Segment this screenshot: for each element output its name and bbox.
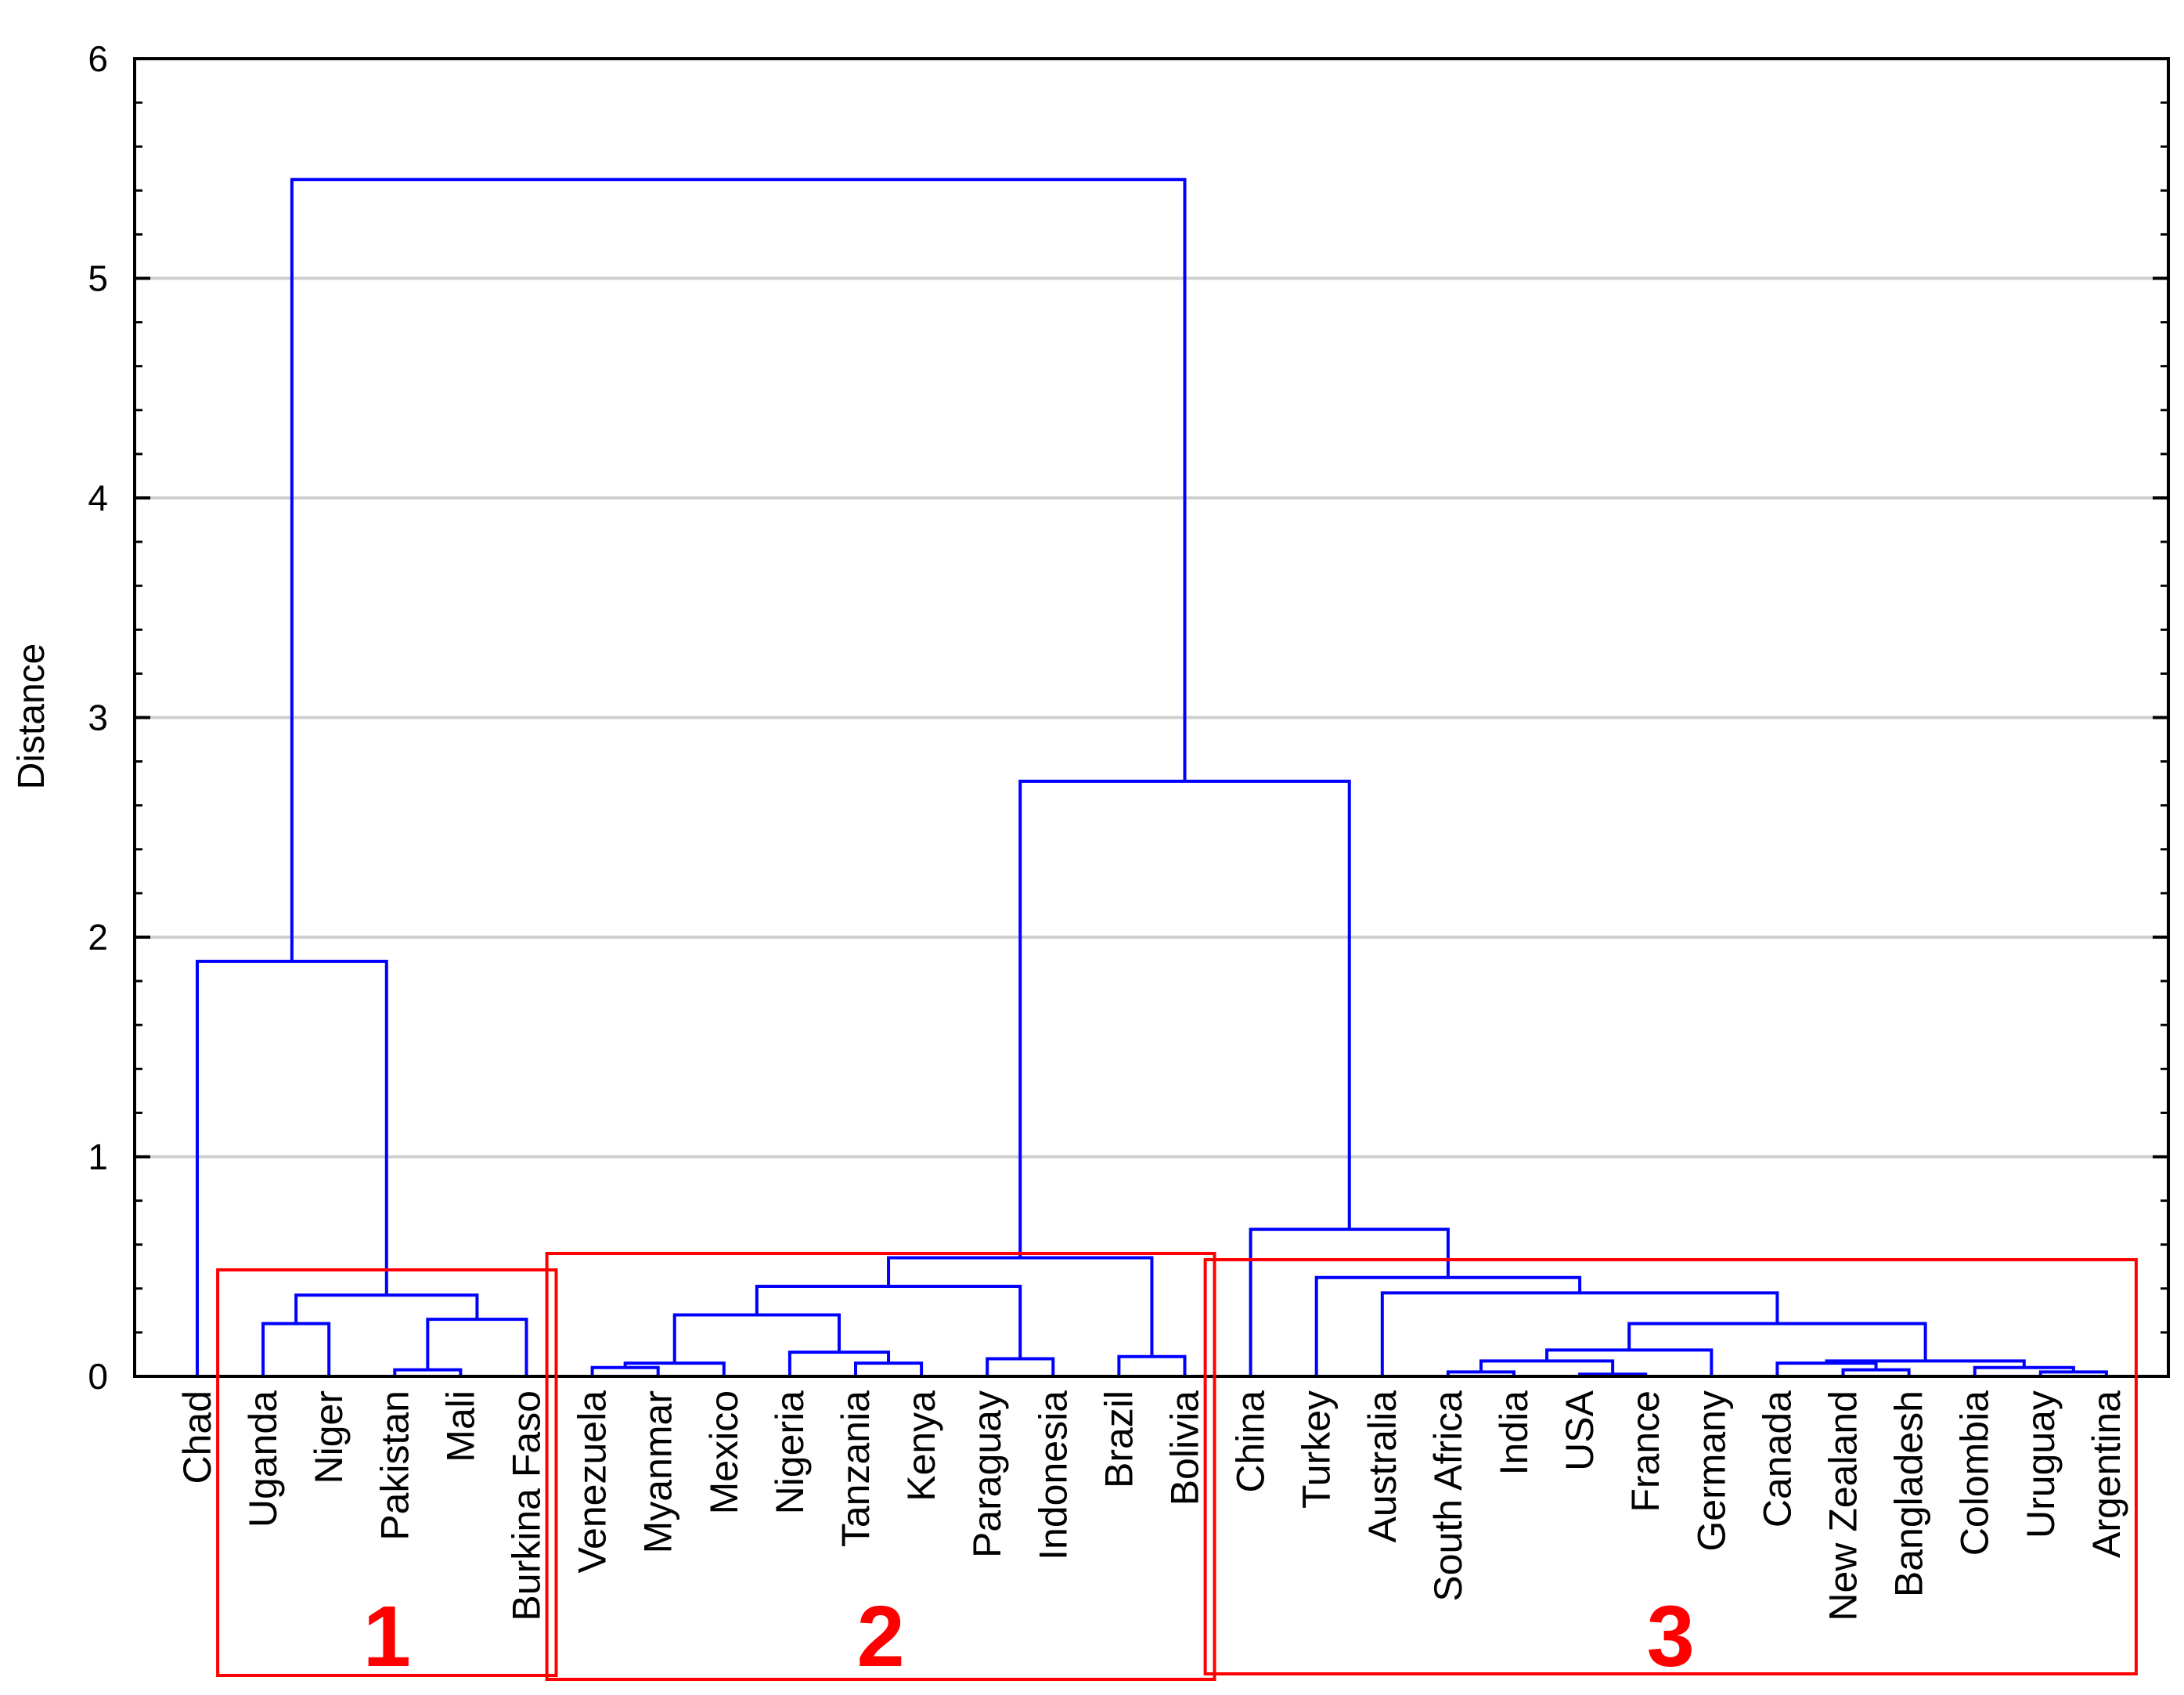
dendrogram-link [986,1357,1055,1376]
cluster-label: 1 [363,1589,411,1685]
leaf-label: Indonesia [1031,1390,1075,1560]
leaf-label: Chad [175,1390,219,1484]
leaf-label: Myanmar [636,1390,680,1553]
leaf-label: Uruguay [2019,1390,2063,1538]
leaf-label: Australia [1360,1390,1404,1543]
leaf-label: New Zealand [1822,1390,1865,1621]
leaf-label: Bolivia [1163,1390,1207,1506]
leaf-label: Argentina [2085,1390,2128,1558]
dendrogram-link [854,1361,924,1376]
y-tick-label: 3 [88,698,108,738]
dendrogram-link [672,1313,841,1364]
leaf-label: Venezuela [571,1390,614,1574]
leaf-label: Bangladesh [1887,1390,1931,1597]
dendrogram-link [1380,1291,1779,1376]
grid-lines [135,276,2168,1159]
dendrogram-link [623,1361,726,1376]
y-axis: 0 1 2 3 4 5 6 [88,38,2168,1397]
leaf-label: China [1229,1390,1273,1493]
y-tick-label: 0 [88,1356,108,1397]
leaf-label: Canada [1755,1390,1799,1527]
dendrogram-link [290,178,1187,961]
cluster-box [216,1268,558,1677]
dendrogram-link [261,1322,331,1376]
leaf-label: Germany [1689,1390,1733,1552]
leaf-label: Nigeria [768,1390,812,1515]
y-tick-label: 5 [88,258,108,299]
dendrogram-link [1018,779,1351,1258]
dendrogram-link [426,1318,528,1376]
leaf-label: Colombia [1953,1390,1997,1556]
dendrogram-link [1314,1275,1582,1376]
cluster-label: 3 [1647,1589,1695,1685]
leaf-label: Mali [438,1390,482,1462]
leaf-label: Kenya [899,1390,943,1502]
y-tick-label: 4 [88,478,108,518]
cluster-boxes: 1 2 3 [216,1252,2138,1685]
dendrogram-link [1117,1354,1187,1376]
dendrogram-link [1545,1348,1714,1376]
leaf-label: South Africa [1426,1390,1470,1602]
y-tick-label: 1 [88,1137,108,1177]
leaf-label: India [1492,1390,1536,1476]
leaf-labels: Chad Uganda Niger Pakistan Mali Burkina Faso V… [175,1390,2128,1621]
y-tick-label: 6 [88,38,108,79]
dendrogram-link [1627,1322,1927,1361]
dendrogram-links [196,178,2108,1376]
y-axis-title: Distance [11,644,52,790]
cluster-box [1203,1258,2138,1675]
leaf-label: Paraguay [965,1390,1009,1558]
cluster-label: 2 [856,1589,904,1685]
dendrogram-link [1249,1228,1450,1376]
cluster-box [545,1252,1216,1681]
leaf-label: Brazil [1097,1390,1141,1488]
dendrogram-link [787,1351,891,1376]
leaf-label: Niger [307,1390,351,1484]
leaf-label: Mexico [702,1390,746,1514]
leaf-label: Turkey [1295,1390,1339,1509]
dendrogram-link [196,959,388,1376]
leaf-label: Uganda [241,1390,285,1527]
y-tick-label: 2 [88,917,108,957]
leaf-label: Pakistan [373,1390,416,1541]
leaf-label: Burkina Faso [505,1390,549,1621]
dendrogram-link [755,1284,1022,1359]
leaf-label: USA [1558,1390,1602,1470]
leaf-label: Tanzania [834,1390,878,1547]
leaf-label: France [1624,1390,1667,1513]
